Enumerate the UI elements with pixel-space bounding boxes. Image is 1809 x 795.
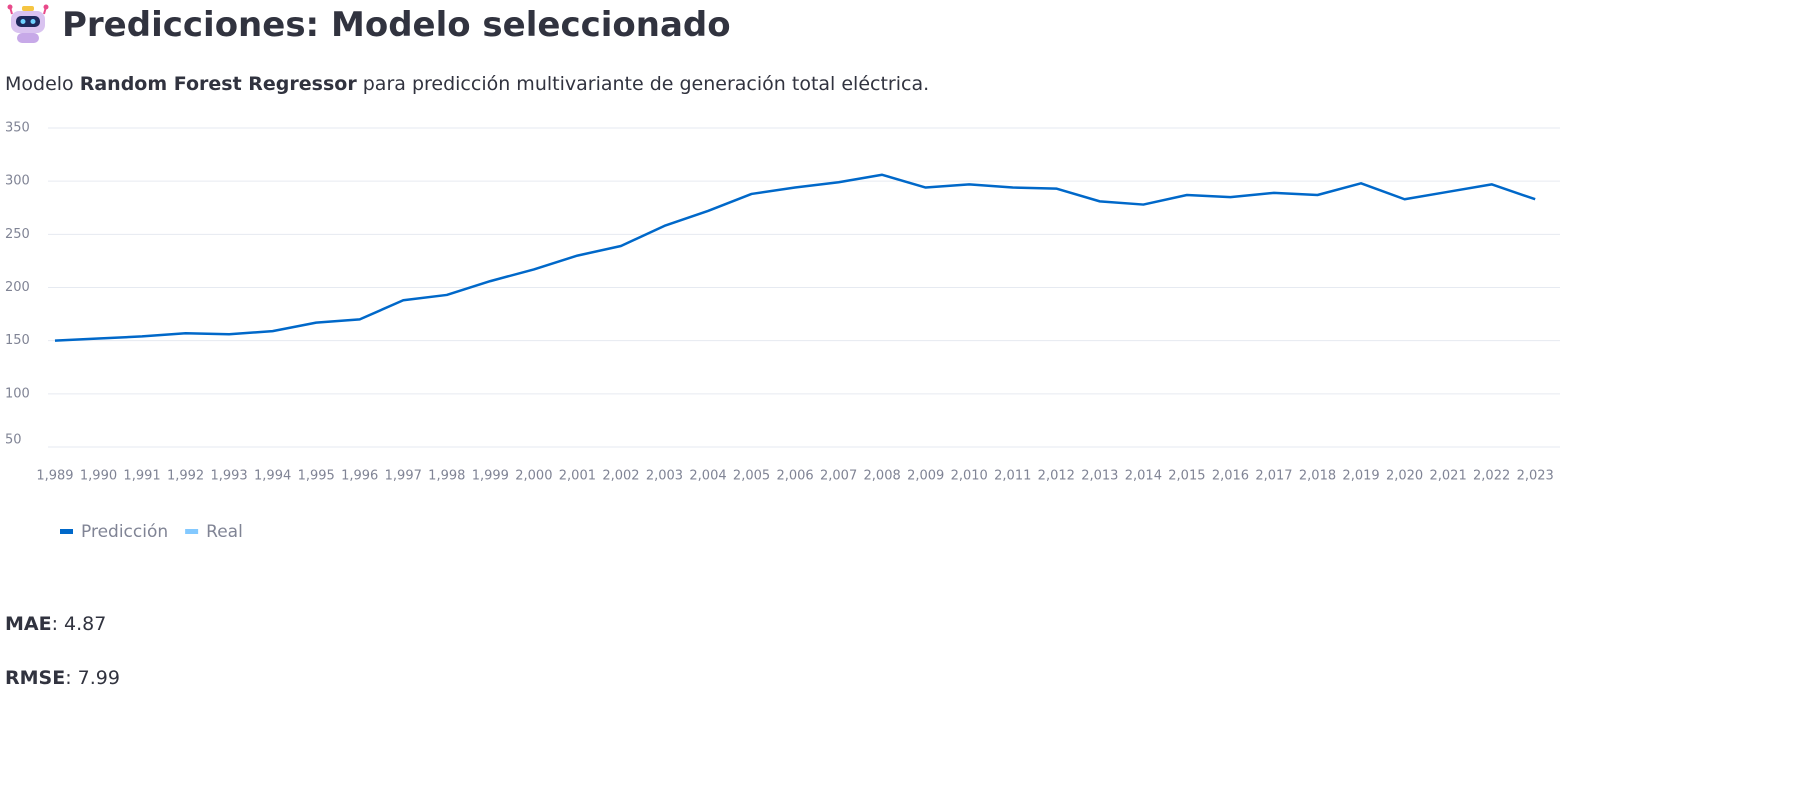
x-tick-label: 2,005 <box>733 469 770 484</box>
x-tick-label: 1,991 <box>123 469 160 484</box>
y-tick-label: 300 <box>5 174 30 189</box>
x-tick-label: 1,997 <box>385 469 422 484</box>
x-tick-label: 2,020 <box>1386 469 1423 484</box>
x-tick-label: 2,022 <box>1473 469 1510 484</box>
x-tick-label: 1,993 <box>210 469 247 484</box>
x-tick-label: 2,015 <box>1168 469 1205 484</box>
y-tick-label: 350 <box>5 121 30 136</box>
x-tick-label: 1,996 <box>341 469 378 484</box>
y-tick-label: 100 <box>5 386 30 401</box>
x-tick-label: 2,013 <box>1081 469 1118 484</box>
y-tick-label: 250 <box>5 227 30 242</box>
x-tick-label: 2,011 <box>994 469 1031 484</box>
x-tick-label: 2,004 <box>689 469 726 484</box>
description: Modelo Random Forest Regressor para pred… <box>5 72 929 96</box>
metric-label: RMSE <box>5 667 66 689</box>
x-tick-label: 1,989 <box>36 469 73 484</box>
metric: RMSE: 7.99 <box>5 666 120 690</box>
x-tick-label: 2,010 <box>951 469 988 484</box>
x-tick-label: 1,992 <box>167 469 204 484</box>
metric-value: : 4.87 <box>51 613 107 635</box>
x-tick-label: 2,023 <box>1517 469 1554 484</box>
legend-swatch <box>185 529 199 534</box>
legend-label: Real <box>206 522 243 542</box>
x-tick-label: 1,995 <box>298 469 335 484</box>
x-tick-label: 2,008 <box>864 469 901 484</box>
x-tick-label: 2,018 <box>1299 469 1336 484</box>
model-name: Random Forest Regressor <box>79 73 357 95</box>
x-tick-label: 2,014 <box>1125 469 1162 484</box>
metric-value: : 7.99 <box>65 667 120 689</box>
x-tick-label: 2,006 <box>776 469 813 484</box>
x-tick-label: 2,001 <box>559 469 596 484</box>
x-tick-label: 2,000 <box>515 469 552 484</box>
x-tick-label: 2,003 <box>646 469 683 484</box>
description-text: para predicción multivariante de generac… <box>362 73 930 95</box>
chart: 50 100 150 200 250 300 350 1,989 1,990 1,991 1,992… <box>5 121 1560 542</box>
robot-icon <box>7 4 49 43</box>
legend-label: Predicción <box>81 522 168 542</box>
x-tick-label: 2,016 <box>1212 469 1249 484</box>
x-tick-label: 1,998 <box>428 469 465 484</box>
x-tick-label: 2,002 <box>602 469 639 484</box>
y-tick-label: 50 <box>5 433 22 448</box>
series-line <box>54 173 1536 342</box>
x-tick-label: 1,990 <box>80 469 117 484</box>
metric-label: MAE <box>5 613 52 635</box>
x-tick-label: 2,012 <box>1038 469 1075 484</box>
x-tick-label: 2,021 <box>1430 469 1467 484</box>
metric: MAE: 4.87 <box>5 612 106 636</box>
x-tick-label: 2,009 <box>907 469 944 484</box>
x-tick-label: 2,019 <box>1342 469 1379 484</box>
y-tick-label: 150 <box>5 333 30 348</box>
y-tick-label: 200 <box>5 280 30 295</box>
x-tick-label: 2,007 <box>820 469 857 484</box>
x-tick-label: 1,999 <box>472 469 509 484</box>
x-tick-label: 2,017 <box>1255 469 1292 484</box>
page-title: Predicciones: Modelo seleccionado <box>62 5 731 45</box>
description-text: Modelo <box>5 73 74 95</box>
x-tick-label: 1,994 <box>254 469 291 484</box>
legend-swatch <box>60 529 73 534</box>
